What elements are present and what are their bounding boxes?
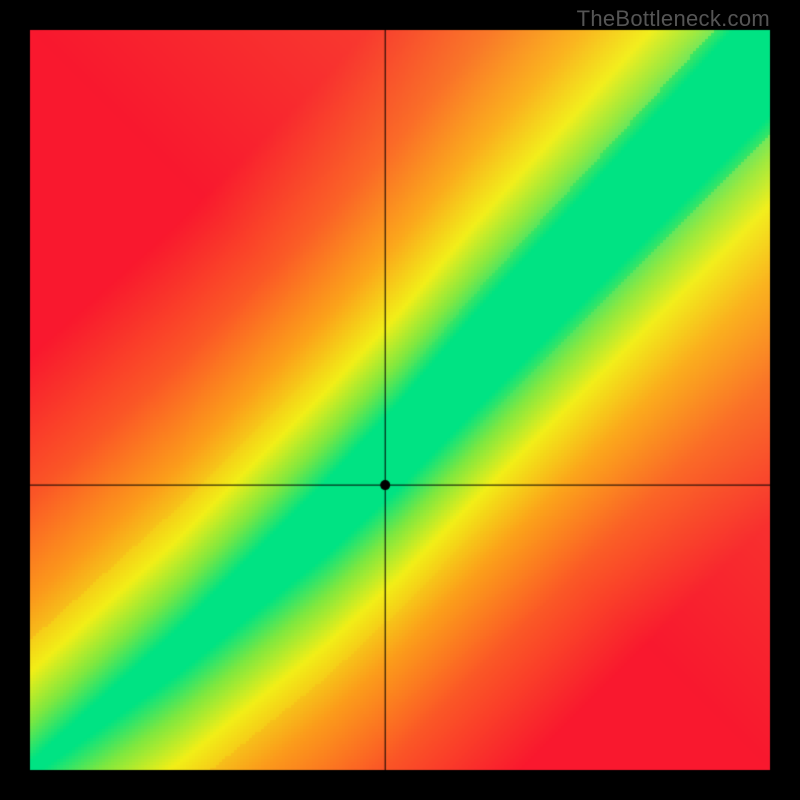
watermark-text: TheBottleneck.com (577, 6, 770, 32)
bottleneck-heatmap (0, 0, 800, 800)
